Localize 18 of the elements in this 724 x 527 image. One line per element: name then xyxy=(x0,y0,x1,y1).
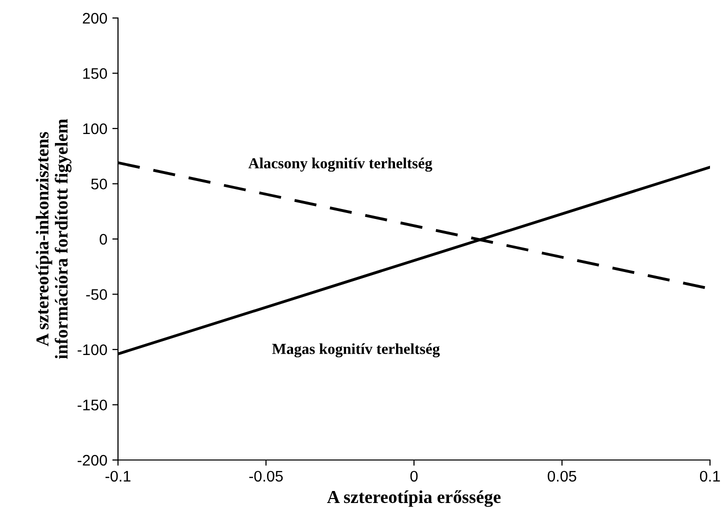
x-axis-title: A sztereotípia erőssége xyxy=(327,490,501,507)
text: Magas kognitív terheltség xyxy=(272,343,440,358)
y-tick-label: 100 xyxy=(83,123,107,134)
x-tick-label: -0.05 xyxy=(249,470,283,482)
y-tick-label: -100 xyxy=(78,344,107,356)
x-tick-label: -0.1 xyxy=(106,470,130,482)
y-tick-label: -50 xyxy=(86,289,107,300)
x-tick-label: 0.05 xyxy=(548,470,576,482)
y-tick-label: 0 xyxy=(100,234,107,245)
y-tick-label: -150 xyxy=(78,400,107,410)
y-axis-title: A sztereotípia-inkonzisztens információra fordított figyelem xyxy=(36,118,72,359)
y-tick-label: 200 xyxy=(82,12,107,24)
x-tick-label: 0.1 xyxy=(700,470,720,482)
x-tick-label: 0 xyxy=(410,470,418,482)
y-tick-label: 150 xyxy=(83,68,107,79)
series-label: Alacsony kognitív terheltség xyxy=(248,158,432,172)
y-tick-label: 50 xyxy=(91,178,107,190)
y-tick-label: -200 xyxy=(78,454,107,466)
